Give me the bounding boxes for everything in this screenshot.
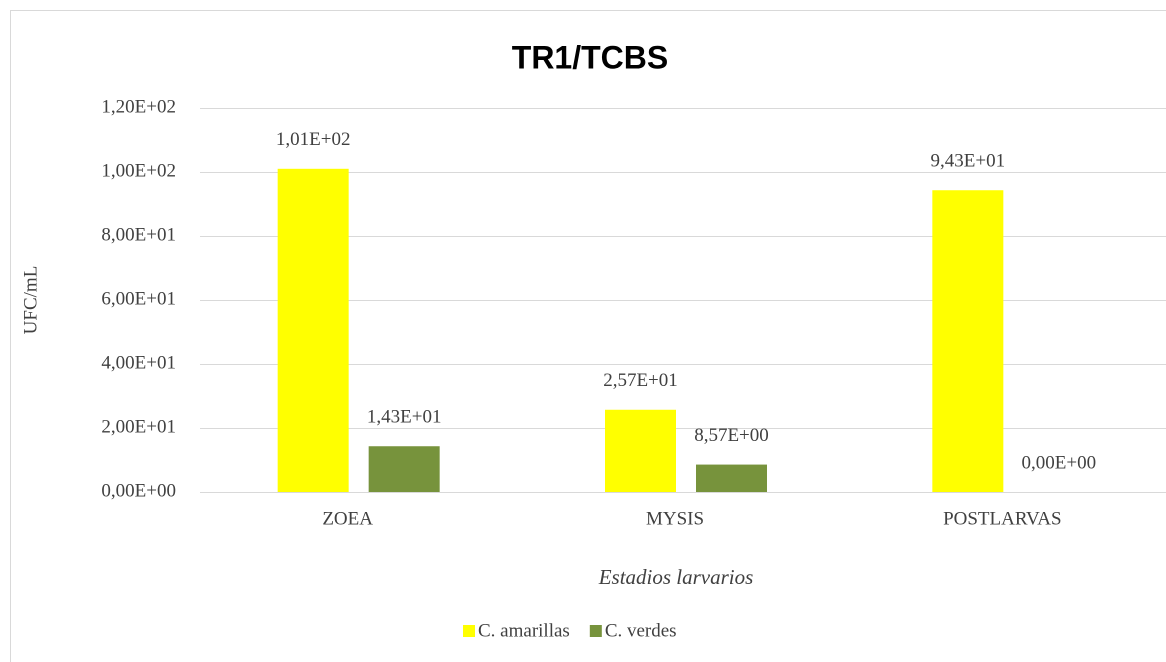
x-axis-label: Estadios larvarios [598,565,754,589]
y-tick-label: 1,00E+02 [101,160,176,181]
chart-title: TR1/TCBS [512,39,668,75]
value-label: 8,57E+00 [694,425,769,446]
y-tick-label: 8,00E+01 [101,224,176,245]
value-label: 1,43E+01 [367,407,442,428]
legend-swatch [463,625,475,637]
bar [277,168,349,493]
value-label: 0,00E+00 [1022,452,1097,473]
bar [696,464,767,492]
x-tick-label: MYSIS [646,508,704,529]
bar [605,409,676,492]
y-tick-label: 0,00E+00 [101,480,176,501]
value-label: 1,01E+02 [276,129,351,150]
bar [932,190,1004,493]
value-label: 2,57E+01 [603,370,678,391]
legend-label: C. verdes [605,620,677,641]
y-axis-label: UFC/mL [20,266,41,335]
x-tick-label: POSTLARVAS [943,508,1062,529]
y-tick-label: 2,00E+01 [101,416,176,437]
x-tick-label: ZOEA [322,508,373,529]
value-label: 9,43E+01 [931,151,1006,172]
y-tick-label: 1,20E+02 [101,96,176,117]
legend-label: C. amarillas [478,620,570,641]
legend-swatch [589,625,602,637]
y-tick-label: 6,00E+01 [101,288,176,309]
y-tick-label: 4,00E+01 [101,352,176,373]
bar [368,446,440,492]
